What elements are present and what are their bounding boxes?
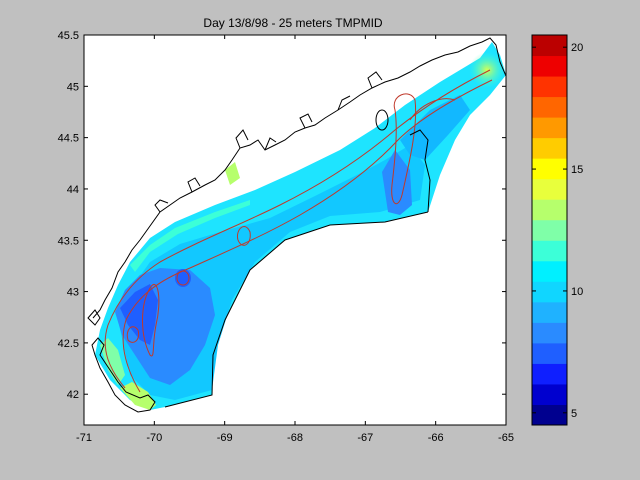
colorbar-cells	[532, 35, 567, 426]
colorbar-tick-label: 5	[571, 408, 577, 420]
colorbar-cell	[532, 363, 567, 385]
y-tick-label: 42	[67, 389, 79, 401]
colorbar-cell	[532, 322, 567, 344]
y-tick-label: 43	[67, 287, 79, 299]
colorbar-cell	[532, 219, 567, 241]
colorbar-tick-label: 15	[571, 164, 583, 176]
colorbar-cell	[532, 240, 567, 262]
warm-ne	[469, 52, 505, 88]
colorbar-ticks: 5 10 15 20	[532, 42, 583, 420]
colorbar-cell	[532, 281, 567, 303]
colorbar-tick-label: 10	[571, 286, 583, 298]
colorbar-cell	[532, 301, 567, 323]
colorbar-cell	[532, 35, 567, 57]
x-axis: -71 -70 -69 -68 -67 -66 -65	[76, 35, 514, 444]
y-tick-label: 45.5	[58, 30, 79, 42]
colorbar-tick-label: 20	[571, 42, 583, 54]
y-tick-label: 45	[67, 81, 79, 93]
x-tick-label: -69	[217, 432, 233, 444]
colorbar-cell	[532, 76, 567, 98]
y-tick-label: 44	[67, 184, 79, 196]
warm-coast-band	[130, 200, 250, 272]
contour-lines	[104, 69, 493, 393]
colorbar-cell	[532, 55, 567, 77]
colorbar-frame	[531, 34, 568, 426]
colorbar-cell	[532, 137, 567, 159]
x-tick-label: -68	[287, 432, 303, 444]
warm-maine	[225, 162, 240, 185]
colorbar-cell	[532, 404, 567, 426]
x-tick-label: -71	[76, 432, 92, 444]
y-tick-label: 43.5	[58, 235, 79, 247]
colorbar-cell	[532, 117, 567, 139]
warm-sw	[120, 382, 156, 410]
colorbar-cell	[532, 158, 567, 180]
chart-title: Day 13/8/98 - 25 meters TMPMID	[203, 16, 383, 30]
cold-ne	[400, 95, 470, 160]
x-tick-label: -66	[428, 432, 444, 444]
colorbar-cell	[532, 178, 567, 200]
x-tick-label: -65	[498, 432, 514, 444]
cold-core-deep	[120, 284, 158, 345]
colorbar: 5 10 15 20	[531, 34, 583, 426]
y-tick-label: 44.5	[58, 133, 79, 145]
colorbar-cell	[532, 260, 567, 282]
y-axis: 42 42.5 43 43.5 44 44.5 45 45.5	[58, 30, 506, 401]
colorbar-cell	[532, 383, 567, 405]
x-tick-label: -67	[357, 432, 373, 444]
colorbar-cell	[532, 199, 567, 221]
colorbar-cell	[532, 96, 567, 118]
coastline	[87, 37, 506, 413]
temperature-field	[87, 37, 506, 413]
x-tick-label: -70	[146, 432, 162, 444]
colorbar-cell	[532, 342, 567, 364]
y-tick-label: 42.5	[58, 338, 79, 350]
warm-sw-2	[100, 338, 125, 385]
cold-east	[382, 150, 412, 215]
